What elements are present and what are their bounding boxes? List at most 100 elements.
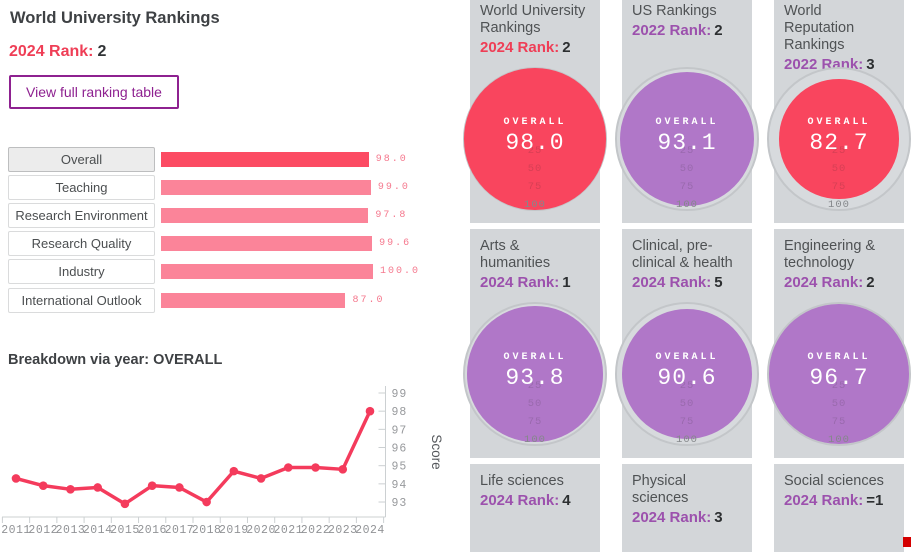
card-rank: 2022 Rank: 2: [622, 20, 752, 39]
gauge-ring-label: 25: [831, 380, 847, 392]
gauge-ring-label: 25: [831, 145, 847, 157]
gauge-ring-label: 75: [527, 416, 543, 428]
card-rank-label: 2022 Rank:: [632, 22, 712, 40]
card-title: Life sciences: [480, 473, 564, 489]
card-rank-label: 2024 Rank:: [784, 274, 864, 292]
bar-value: 99.0: [377, 181, 410, 193]
card-rank-value: 2: [866, 274, 875, 292]
x-tick-label: 2011: [1, 524, 31, 537]
category-button-research-quality[interactable]: Research Quality: [8, 231, 155, 257]
card-title: World Reputation Rankings: [784, 3, 855, 54]
data-point[interactable]: [66, 485, 75, 494]
gauge-ring-label: 50: [831, 163, 847, 175]
ranking-card-world-reputation-rankings: World Reputation Rankings 2022 Rank: 3 25 50…: [767, 0, 911, 223]
view-full-ranking-table-button[interactable]: View full ranking table: [9, 75, 179, 109]
card-rank-label: 2024 Rank:: [632, 274, 712, 292]
overall-score-gauge: 25 50 75 100 OVERALL 96.7: [767, 302, 911, 446]
data-point[interactable]: [338, 465, 348, 474]
y-tick-label: 97: [392, 424, 408, 437]
gauge-overall-label: OVERALL: [807, 117, 871, 128]
gauge-fill-circle[interactable]: [464, 68, 606, 210]
data-point[interactable]: [147, 481, 157, 490]
gauge-fill-circle[interactable]: [619, 71, 755, 207]
gauge-ring-label: 75: [831, 181, 847, 193]
gauge-fill-circle[interactable]: [467, 306, 603, 442]
data-point[interactable]: [11, 474, 21, 483]
bar[interactable]: [161, 179, 371, 195]
card-rank: 2024 Rank: 4: [470, 490, 600, 509]
x-tick-label: 2014: [83, 524, 113, 537]
gauge-fill-circle[interactable]: [769, 304, 909, 444]
card-title: Engineering & technology: [784, 238, 876, 272]
data-point[interactable]: [93, 483, 102, 492]
gauge-score-value: 82.7: [809, 130, 869, 156]
ranking-card-arts-humanities: Arts & humanities 2024 Rank: 1 25 50 75 100 OVE…: [463, 229, 607, 458]
data-point[interactable]: [256, 474, 266, 483]
bar[interactable]: [161, 264, 373, 280]
x-tick-label: 2020: [246, 524, 276, 537]
card-rank-value: 1: [562, 274, 571, 292]
gauge-fill-circle[interactable]: [779, 79, 899, 199]
score-by-year-line-chart[interactable]: 9394959697989920112012201320142015201620…: [0, 372, 462, 552]
rank-year-label: 2024 Rank:: [9, 43, 94, 60]
data-point[interactable]: [38, 481, 48, 490]
card-rank: 2024 Rank: 3: [622, 507, 752, 526]
card-title: Physical sciences: [632, 473, 689, 507]
data-point[interactable]: [284, 463, 293, 472]
gauge-ring-label: 75: [679, 181, 695, 193]
card-title: Clinical, pre-clinical & health: [632, 238, 733, 272]
y-axis-title: Score: [429, 434, 444, 469]
bar-value: 98.0: [375, 153, 408, 165]
x-tick-label: 2017: [165, 524, 195, 537]
gauge-ring-label: 50: [679, 398, 695, 410]
category-button-teaching[interactable]: Teaching: [8, 174, 155, 200]
gauge-ring-label: 100: [828, 434, 850, 446]
card-rank: 2024 Rank: 2: [774, 272, 904, 291]
data-point[interactable]: [175, 483, 184, 492]
data-point[interactable]: [202, 497, 211, 507]
card-title: US Rankings: [632, 3, 717, 19]
card-rank: 2024 Rank: 2: [470, 37, 600, 56]
bar-row: International Outlook 87.0: [8, 287, 420, 313]
card-rank-label: 2024 Rank:: [784, 492, 864, 510]
bar[interactable]: [161, 207, 369, 223]
pillar-bar-chart: Overall 98.0 Teaching 99.0 Research Environm…: [8, 146, 420, 313]
bar-value: 99.6: [379, 238, 412, 250]
bar-row: Research Environment 97.8: [8, 202, 420, 228]
gauge-ring-label: 100: [828, 199, 850, 211]
ranking-card-us-rankings: US Rankings 2022 Rank: 2 25 50 75 100 OVERALL 93…: [615, 0, 759, 223]
gauge-ring-label: 50: [831, 398, 847, 410]
category-button-overall[interactable]: Overall: [8, 146, 155, 172]
bar[interactable]: [161, 236, 373, 252]
overall-score-gauge: 25 50 75 100 OVERALL 98.0: [463, 67, 607, 211]
gauge-fill-circle[interactable]: [621, 308, 753, 440]
overall-score-gauge: 25 50 75 100 OVERALL 93.1: [615, 67, 759, 211]
gauge-ring-label: 75: [527, 181, 543, 193]
bar-value: 97.8: [375, 209, 408, 221]
card-title: World University Rankings: [480, 3, 586, 37]
data-point[interactable]: [311, 463, 320, 472]
category-button-international-outlook[interactable]: International Outlook: [8, 287, 155, 313]
gauge-ring-label: 25: [679, 380, 695, 392]
y-tick-label: 96: [392, 443, 408, 456]
gauge-score-value: 96.7: [809, 365, 869, 391]
overall-score-gauge: 25 50 75 100 OVERALL 82.7: [767, 67, 911, 211]
gauge-ring-label: 50: [527, 163, 543, 175]
gauge-overall-label: OVERALL: [655, 117, 719, 128]
gauge-ring-label: 25: [527, 380, 543, 392]
y-tick-label: 95: [392, 461, 408, 474]
data-point[interactable]: [120, 499, 130, 509]
card-rank-label: 2024 Rank:: [480, 274, 560, 292]
data-point[interactable]: [229, 466, 239, 476]
ranking-card-social-sciences: Social sciences 2024 Rank: =1: [774, 464, 904, 552]
bar[interactable]: [161, 151, 369, 167]
breakdown-title: Breakdown via year: OVERALL: [8, 352, 223, 368]
gauge-ring-label: 100: [524, 434, 546, 446]
bar[interactable]: [161, 292, 346, 308]
y-tick-label: 98: [392, 406, 408, 419]
x-tick-label: 2013: [56, 524, 86, 537]
category-button-research-environment[interactable]: Research Environment: [8, 202, 155, 228]
y-tick-label: 99: [392, 388, 408, 401]
category-button-industry[interactable]: Industry: [8, 259, 155, 285]
data-point[interactable]: [365, 406, 375, 416]
